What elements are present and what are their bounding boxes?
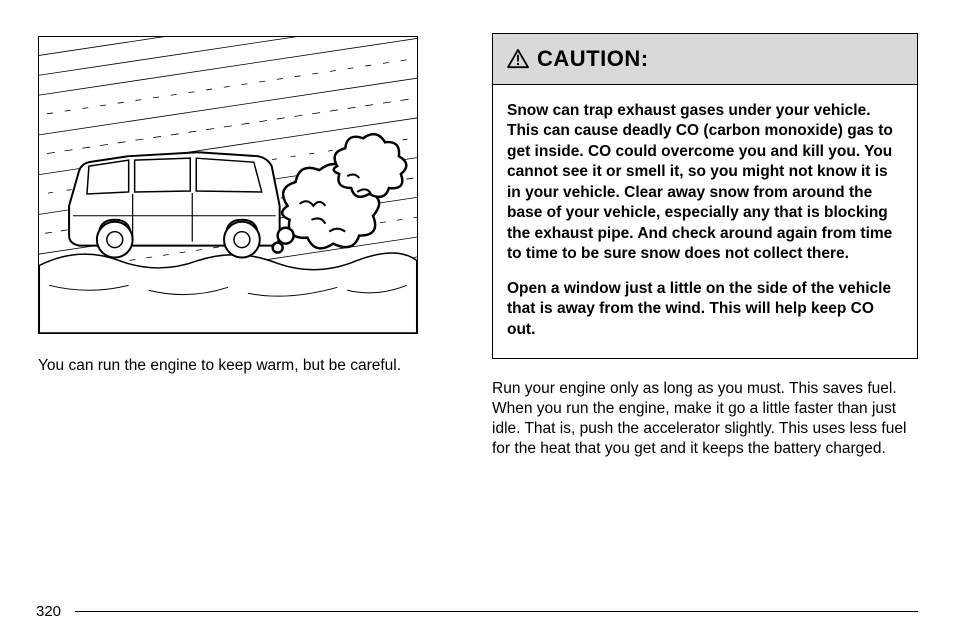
right-column: CAUTION: Snow can trap exhaust gases und… xyxy=(492,30,918,590)
warning-triangle-icon xyxy=(507,49,529,69)
caution-title: CAUTION: xyxy=(537,46,649,72)
illustration-svg xyxy=(39,37,417,333)
footer-rule xyxy=(75,611,918,613)
caution-body: Snow can trap exhaust gases under your v… xyxy=(493,85,917,358)
caution-paragraph-2: Open a window just a little on the side … xyxy=(507,279,903,340)
caution-header: CAUTION: xyxy=(493,34,917,85)
caution-box: CAUTION: Snow can trap exhaust gases und… xyxy=(492,33,918,359)
page-content: You can run the engine to keep warm, but… xyxy=(36,30,918,590)
caution-paragraph-1: Snow can trap exhaust gases under your v… xyxy=(507,101,903,265)
illustration-caption: You can run the engine to keep warm, but… xyxy=(38,356,418,376)
page-footer: 320 xyxy=(36,603,918,620)
page-number: 320 xyxy=(36,603,61,620)
body-paragraph: Run your engine only as long as you must… xyxy=(492,379,918,460)
left-column: You can run the engine to keep warm, but… xyxy=(36,30,462,590)
vehicle-in-snow-illustration xyxy=(38,36,418,334)
